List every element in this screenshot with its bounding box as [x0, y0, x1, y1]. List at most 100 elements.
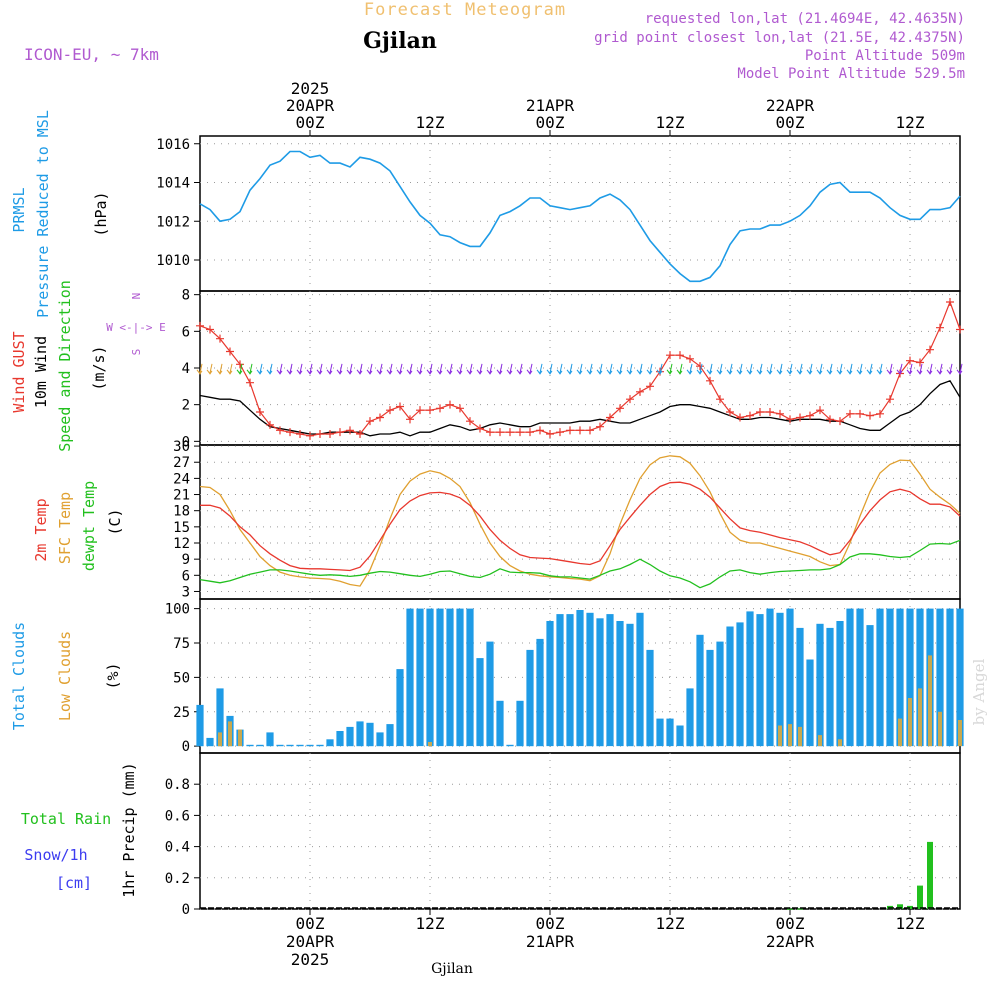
total-clouds-bar — [956, 608, 964, 747]
low-clouds-bar — [958, 720, 962, 747]
low-clouds-bar — [218, 732, 222, 747]
total-clouds-bar — [786, 608, 794, 747]
gust-point — [586, 426, 594, 435]
wind-direction-arrow — [296, 363, 303, 375]
low-clouds-bar — [798, 726, 802, 747]
gust-point — [456, 404, 464, 413]
gust-point — [536, 426, 544, 435]
total-clouds-bar — [796, 627, 804, 747]
snow-unit: [cm] — [56, 874, 92, 892]
top-time-label: 2025 — [291, 79, 330, 98]
wind-direction-arrow — [416, 363, 423, 375]
y-tick-label: 0.2 — [165, 871, 190, 887]
precip-labels: Total Rain Snow/1h [cm] 1hr Precip (mm) — [21, 762, 138, 897]
y-tick-label: 0.6 — [165, 808, 190, 824]
wind-direction-arrow — [596, 363, 603, 375]
low-clouds-bar — [928, 655, 932, 747]
cloud-labels: Total Clouds Low Clouds (%) — [10, 622, 122, 730]
y-tick-label: 18 — [173, 504, 190, 520]
gust-label: Wind GUST — [10, 331, 28, 412]
wind-direction-arrow — [756, 363, 763, 375]
gust-point — [526, 428, 534, 437]
total-clouds-bar — [346, 726, 354, 747]
wind-direction-arrow — [196, 363, 203, 375]
total-clouds-bar — [586, 612, 594, 747]
y-tick-label: 4 — [182, 361, 190, 377]
wind-direction-arrow — [806, 363, 813, 375]
wind-direction-arrow — [266, 363, 273, 375]
wind-direction-arrow — [376, 363, 383, 375]
wind-direction-arrow — [456, 363, 463, 375]
gust-point — [846, 409, 854, 418]
wind-dir-label: Speed and Direction — [56, 280, 74, 452]
total-clouds-bar — [886, 608, 894, 747]
gust-point — [216, 334, 224, 343]
total-clouds-bar — [526, 649, 534, 747]
wind-direction-arrow — [286, 363, 293, 375]
bottom-time-label: 20APR — [286, 932, 335, 951]
total-clouds-bar — [356, 721, 364, 747]
low-clouds-bar — [228, 721, 232, 747]
wind-direction-arrow — [936, 363, 943, 375]
wind-direction-arrow — [646, 363, 653, 375]
y-tick-label: 6 — [182, 324, 190, 340]
gust-point — [566, 426, 574, 435]
wind-direction-arrow — [206, 363, 213, 375]
wind-unit: (m/s) — [90, 345, 108, 390]
y-tick-label: 1012 — [156, 214, 190, 230]
y-tick-label: 25 — [173, 705, 190, 721]
low-clouds-bar — [788, 724, 792, 747]
total-clouds-bar — [256, 744, 264, 747]
total-clouds-bar — [756, 614, 764, 747]
total-clouds-label: Total Clouds — [10, 622, 28, 730]
y-tick-label: 1014 — [156, 176, 190, 192]
total-clouds-bar — [396, 669, 404, 747]
total-clouds-bar — [536, 638, 544, 747]
total-clouds-bar — [276, 744, 284, 747]
wind-direction-arrow — [356, 363, 363, 375]
gust-point — [796, 413, 804, 422]
wind-direction-arrow — [796, 363, 803, 375]
wind-direction-arrow — [506, 363, 513, 375]
wind-direction-arrow — [666, 363, 673, 375]
total-clouds-bar — [696, 634, 704, 747]
wind-direction-arrow — [536, 363, 543, 375]
total-clouds-bar — [216, 688, 224, 747]
gust-point — [286, 428, 294, 437]
prmsl-label: PRMSL — [10, 187, 28, 232]
rain-bar — [797, 908, 803, 910]
wind-direction-arrow — [626, 363, 633, 375]
pressure-labels: PRMSL Pressure Reduced to MSL (hPa) — [10, 110, 110, 318]
wind-direction-arrow — [216, 363, 223, 375]
gust-point — [866, 411, 874, 420]
low-clouds-bar — [908, 698, 912, 747]
wind-direction-arrow — [896, 363, 903, 375]
y-tick-label: 12 — [173, 536, 190, 552]
gust-point — [666, 351, 674, 360]
gust-point — [956, 325, 964, 334]
y-tick-label: 3 — [182, 584, 190, 600]
low-clouds-bar — [238, 729, 242, 747]
top-time-label: 20APR — [286, 96, 335, 115]
total-clouds-bar — [806, 659, 814, 747]
gust-point — [726, 408, 734, 416]
wind-direction-arrow — [866, 363, 873, 375]
wind-direction-arrow — [346, 363, 353, 375]
total-clouds-bar — [626, 623, 634, 747]
total-clouds-bar — [486, 641, 494, 747]
gust-point — [506, 428, 514, 437]
gust-point — [426, 406, 434, 415]
temp-unit: (C) — [106, 508, 124, 535]
total-clouds-bar — [606, 614, 614, 747]
gust-point — [266, 420, 274, 429]
gust-point — [746, 411, 754, 420]
wind-direction-arrow — [916, 363, 923, 375]
total-clouds-bar — [556, 614, 564, 747]
rain-bar — [787, 908, 793, 910]
sfc-temp-series-line — [199, 455, 961, 587]
bottom-time-label: 12Z — [656, 914, 685, 933]
total-clouds-bar — [376, 732, 384, 747]
model-label: ICON-EU, ~ 7km — [24, 45, 159, 64]
